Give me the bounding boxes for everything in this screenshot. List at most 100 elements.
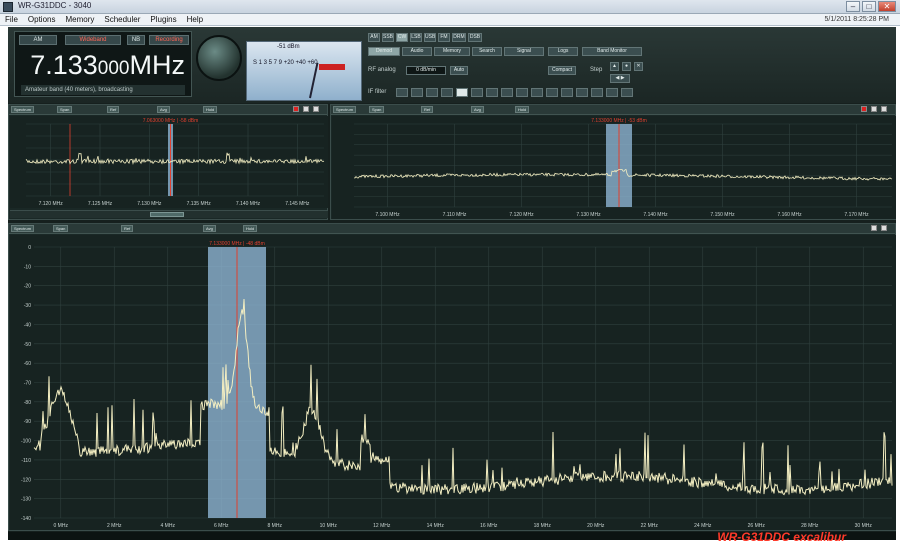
tab-demod[interactable]: Demod (368, 47, 400, 56)
wideband-button[interactable]: Wideband (65, 35, 121, 45)
ref-control[interactable]: Ref (107, 106, 120, 113)
if-filter-button[interactable] (531, 88, 543, 97)
span-control[interactable]: Span (57, 106, 73, 113)
clock-text: 5/1/2011 8:25:28 PM (824, 16, 889, 23)
y-tick-label: -70 (24, 381, 31, 387)
tuning-knob[interactable] (196, 35, 242, 81)
if-filter-button[interactable] (471, 88, 483, 97)
avg-control[interactable]: Avg (471, 106, 484, 113)
if-filter-button[interactable] (441, 88, 453, 97)
avg-control[interactable]: Avg (157, 106, 170, 113)
if-filter-button[interactable] (621, 88, 633, 97)
menu-options[interactable]: Options (27, 15, 56, 24)
rf-select[interactable]: 0 dB/min (406, 66, 446, 75)
spectrum-plot-medium[interactable]: 7.100 MHz 7.110 MHz 7.120 MHz 7.130 MHz 7.14… (332, 116, 896, 219)
menu-scheduler[interactable]: Scheduler (104, 15, 141, 24)
panel-copy-icon[interactable] (303, 106, 309, 112)
span-control[interactable]: Span (53, 225, 69, 232)
if-filter-button[interactable] (411, 88, 423, 97)
step-up-button[interactable]: ▲ (610, 62, 619, 71)
tab-band-monitor[interactable]: Band Monitor (582, 47, 642, 56)
x-tick-label: 7.130 MHz (137, 201, 162, 207)
minimize-button[interactable]: – (846, 1, 860, 12)
x-tick-label: 7.170 MHz (844, 212, 869, 218)
mode-usb-tab[interactable]: USB (424, 33, 436, 42)
menu-plugins[interactable]: Plugins (150, 15, 177, 24)
if-filter-button[interactable] (426, 88, 438, 97)
hold-control[interactable]: Hold (243, 225, 258, 232)
tab-signal[interactable]: Signal (504, 47, 544, 56)
menu-file[interactable]: File (5, 15, 18, 24)
x-tick-label: 7.150 MHz (710, 212, 735, 218)
x-tick-label: 28 MHz (801, 523, 819, 529)
s-meter: -51 dBm S 1 3 5 7 9 +20 +40 +60 (246, 41, 362, 101)
recording-button[interactable]: Recording (149, 35, 189, 45)
span-control[interactable]: Span (369, 106, 385, 113)
heart-icon[interactable] (293, 106, 299, 112)
spectrum-panel-narrow: Spectrum Span Ref Avg Hold 7.120 MHz 7.12… (8, 104, 328, 220)
mode-am-button[interactable]: AM (19, 35, 57, 45)
x-tick-label: 7.140 MHz (236, 201, 261, 207)
horizontal-scrollbar[interactable] (10, 210, 328, 218)
tab-logs[interactable]: Logs (548, 47, 578, 56)
marker-readout: 7.063000 MHz | -58 dBm (143, 118, 199, 124)
avg-control[interactable]: Avg (203, 225, 216, 232)
panel-close-icon[interactable] (881, 225, 887, 231)
mode-ssb-tab[interactable]: SSB (382, 33, 394, 42)
menu-help[interactable]: Help (186, 15, 204, 24)
close-button[interactable]: ✕ (878, 1, 896, 12)
status-footer (8, 532, 896, 540)
x-tick-label: 10 MHz (320, 523, 338, 529)
auto-button[interactable]: Auto (450, 66, 468, 75)
rf-label: RF analog (368, 67, 396, 73)
panel-copy-icon[interactable] (871, 225, 877, 231)
compact-button[interactable]: Compact (548, 66, 576, 75)
spectrum-plot-wide[interactable]: 0 MHz 2 MHz 4 MHz 6 MHz 8 MHz 10 MHz 12 MHz 14 … (10, 235, 896, 530)
ref-control[interactable]: Ref (121, 225, 134, 232)
ref-control[interactable]: Ref (421, 106, 434, 113)
mode-cw-tab[interactable]: CW (396, 33, 408, 42)
if-filter-button[interactable] (486, 88, 498, 97)
maximize-button[interactable]: □ (862, 1, 876, 12)
panel-copy-icon[interactable] (871, 106, 877, 112)
x-tick-label: 7.120 MHz (39, 201, 64, 207)
frequency-readout[interactable]: 7.133000MHz (21, 50, 185, 80)
step-x-button[interactable]: ✕ (634, 62, 643, 71)
if-filter-button[interactable] (501, 88, 513, 97)
mode-dsb-tab[interactable]: DSB (468, 33, 482, 42)
heart-icon[interactable] (861, 106, 867, 112)
spectrum-trace (33, 298, 893, 496)
mode-lsb-tab[interactable]: LSB (410, 33, 422, 42)
receiver-header: AM Wideband NB Recording 7.133000MHz Ama… (8, 27, 896, 103)
step-ok-button[interactable]: ● (622, 62, 631, 71)
mode-fm-tab[interactable]: FM (438, 33, 450, 42)
if-filter-button[interactable] (561, 88, 573, 97)
step-down-button[interactable]: ◀ ▶ (610, 74, 630, 83)
x-tick-label: 14 MHz (427, 523, 445, 529)
panel-close-icon[interactable] (313, 106, 319, 112)
panel-close-icon[interactable] (881, 106, 887, 112)
if-filter-button[interactable] (606, 88, 618, 97)
x-tick-label: 7.125 MHz (88, 201, 113, 207)
menu-memory[interactable]: Memory (65, 15, 95, 24)
scrollbar-thumb[interactable] (150, 212, 184, 217)
if-filter-button[interactable] (591, 88, 603, 97)
marker-readout: 7.133000 MHz | -48 dBm (209, 241, 265, 247)
mode-am-tab[interactable]: AM (368, 33, 380, 42)
panel-toolbar: Spectrum Span Ref Avg Hold (9, 105, 327, 115)
hold-control[interactable]: Hold (203, 106, 218, 113)
tab-audio[interactable]: Audio (402, 47, 432, 56)
y-tick-label: -10 (24, 264, 31, 270)
if-filter-button[interactable] (576, 88, 588, 97)
mode-drm-tab[interactable]: DRM (452, 33, 466, 42)
nb-button[interactable]: NB (127, 35, 145, 45)
if-filter-button[interactable] (516, 88, 528, 97)
if-filter-button[interactable] (396, 88, 408, 97)
if-filter-button[interactable] (456, 88, 468, 97)
spectrum-plot-narrow[interactable]: 7.120 MHz 7.125 MHz 7.130 MHz 7.135 MHz 7.14… (10, 116, 328, 208)
tab-search[interactable]: Search (472, 47, 502, 56)
hold-control[interactable]: Hold (515, 106, 530, 113)
tab-memory[interactable]: Memory (434, 47, 470, 56)
x-tick-label: 6 MHz (214, 523, 229, 529)
if-filter-button[interactable] (546, 88, 558, 97)
